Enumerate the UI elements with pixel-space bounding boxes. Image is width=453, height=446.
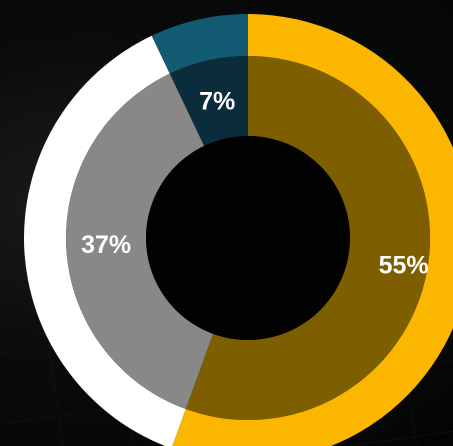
inner-slice-3 [169, 56, 248, 146]
outer-slice-3 [151, 14, 248, 74]
outer-slice-2 [24, 35, 186, 446]
slice-label-3: 7% [199, 87, 235, 115]
outer-ring [24, 14, 453, 446]
inner-slice-2 [65, 73, 214, 410]
slice-label-2: 37% [81, 231, 131, 259]
slice-labels: 55% 37% 7% [81, 87, 428, 279]
donut-hole [146, 136, 350, 340]
inner-slice-1 [185, 56, 430, 420]
slice-label-1: 55% [379, 251, 429, 279]
inner-ring [65, 56, 430, 420]
